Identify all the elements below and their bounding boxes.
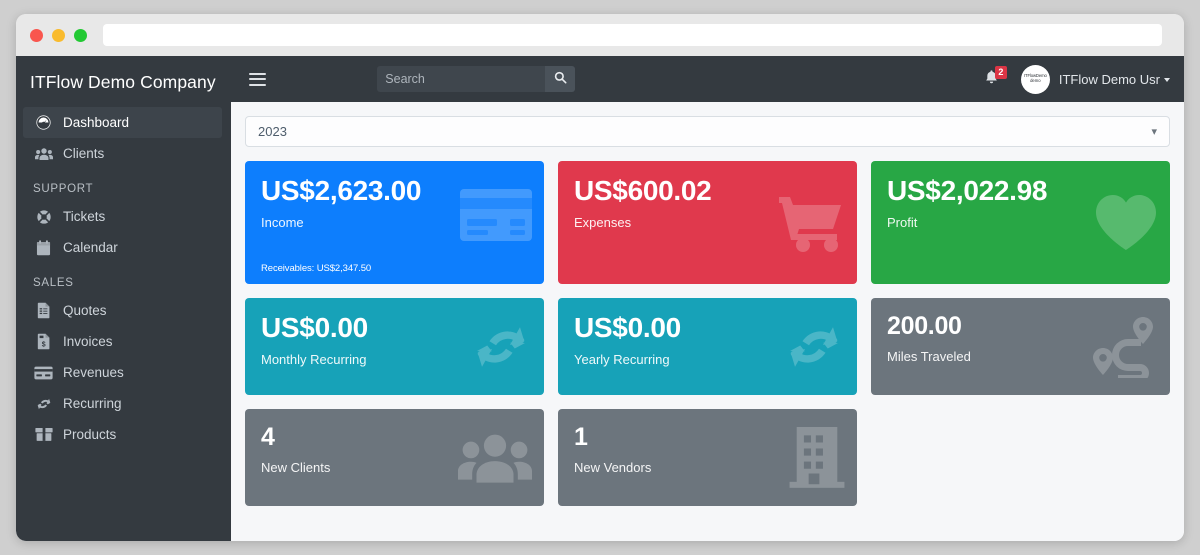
file-invoice-dollar-icon: $ bbox=[33, 333, 54, 350]
sidebar-item-recurring[interactable]: Recurring bbox=[16, 388, 231, 419]
sidebar-item-invoices[interactable]: $ Invoices bbox=[16, 326, 231, 357]
sidebar-item-products[interactable]: Products bbox=[16, 419, 231, 450]
browser-window: ITFlow Demo Company Dashboard bbox=[16, 14, 1184, 541]
file-quote-icon bbox=[33, 302, 54, 319]
topbar: 2 ITFlowDemo demo ITFlow Demo Usr bbox=[231, 56, 1184, 102]
stat-card-value: 4 bbox=[261, 423, 275, 451]
close-window-button[interactable] bbox=[30, 28, 43, 42]
chevron-down-icon: ▾ bbox=[1151, 126, 1157, 138]
hamburger-icon[interactable] bbox=[249, 72, 266, 86]
sidebar-section-sales: SALES bbox=[33, 277, 74, 289]
sidebar-item-label: Dashboard bbox=[63, 115, 130, 130]
stat-card-value: 1 bbox=[574, 423, 588, 451]
dashboard-content: 2023 ▾ US$2,623.00 Income Receivables: U… bbox=[231, 102, 1184, 541]
stat-card-income[interactable]: US$2,623.00 Income Receivables: US$2,347… bbox=[245, 161, 544, 284]
avatar-line-1: ITFlowDemo bbox=[1023, 73, 1047, 79]
stat-card-footer: Receivables: US$2,347.50 bbox=[261, 263, 372, 274]
stat-card-label: New Clients bbox=[261, 460, 331, 475]
stat-card-value: US$2,022.98 bbox=[887, 175, 1048, 206]
sidebar-item-tickets[interactable]: Tickets bbox=[16, 201, 231, 232]
sidebar-item-label: Revenues bbox=[63, 365, 124, 380]
stat-card-value: 200.00 bbox=[887, 312, 962, 340]
address-bar[interactable] bbox=[103, 24, 1162, 46]
box-icon bbox=[33, 427, 54, 443]
stat-card-grid: US$2,623.00 Income Receivables: US$2,347… bbox=[245, 161, 1170, 506]
stat-card-label: Expenses bbox=[574, 215, 632, 231]
browser-titlebar bbox=[16, 14, 1184, 56]
stat-card-value: US$0.00 bbox=[261, 312, 368, 343]
sync-arrows-icon bbox=[470, 317, 532, 377]
sidebar-item-dashboard[interactable]: Dashboard bbox=[23, 107, 222, 138]
sidebar-item-label: Invoices bbox=[63, 334, 113, 349]
user-menu[interactable]: ITFlow Demo Usr bbox=[1059, 72, 1170, 87]
notification-badge: 2 bbox=[994, 65, 1007, 79]
credit-card-icon bbox=[460, 189, 532, 242]
search-button[interactable] bbox=[545, 66, 576, 92]
sidebar-item-calendar[interactable]: Calendar bbox=[16, 232, 231, 263]
stat-card-label: Yearly Recurring bbox=[574, 352, 670, 368]
sidebar-section-support: SUPPORT bbox=[33, 183, 94, 195]
stat-card-new-clients[interactable]: 4 New Clients bbox=[245, 409, 544, 506]
application-root: ITFlow Demo Company Dashboard bbox=[16, 56, 1184, 541]
sidebar-item-label: Tickets bbox=[63, 209, 106, 224]
stat-card-label: Monthly Recurring bbox=[261, 352, 367, 368]
stat-card-value: US$0.00 bbox=[574, 312, 681, 343]
year-filter-value: 2023 bbox=[258, 124, 287, 139]
sidebar-item-label: Products bbox=[63, 427, 117, 442]
calendar-icon bbox=[33, 239, 54, 256]
stat-card-yearly-recurring[interactable]: US$0.00 Yearly Recurring bbox=[558, 298, 857, 395]
user-menu-label: ITFlow Demo Usr bbox=[1058, 71, 1160, 87]
sidebar-item-label: Recurring bbox=[63, 396, 122, 411]
minimize-window-button[interactable] bbox=[52, 28, 65, 42]
sync-arrows-icon bbox=[33, 396, 54, 412]
sidebar-item-label: Calendar bbox=[63, 240, 118, 255]
avatar[interactable]: ITFlowDemo demo bbox=[1020, 64, 1050, 94]
heart-icon bbox=[1094, 194, 1158, 252]
credit-card-icon bbox=[33, 365, 54, 381]
sidebar-item-revenues[interactable]: Revenues bbox=[16, 357, 231, 388]
stat-card-new-vendors[interactable]: 1 New Vendors bbox=[558, 409, 857, 506]
stat-card-label: Miles Traveled bbox=[887, 349, 971, 364]
notifications-button[interactable]: 2 bbox=[984, 65, 1007, 90]
stat-card-value: US$2,623.00 bbox=[261, 175, 422, 206]
stat-card-label: Profit bbox=[887, 215, 918, 231]
route-map-icon bbox=[1088, 316, 1158, 378]
avatar-line-2: demo bbox=[1030, 78, 1041, 83]
stat-card-profit[interactable]: US$2,022.98 Profit bbox=[871, 161, 1170, 284]
users-icon bbox=[458, 430, 532, 486]
life-ring-icon bbox=[33, 209, 54, 225]
sidebar: ITFlow Demo Company Dashboard bbox=[16, 56, 231, 541]
brand-title: ITFlow Demo Company bbox=[30, 72, 216, 92]
users-icon bbox=[33, 146, 54, 162]
stat-card-label: Income bbox=[261, 215, 304, 231]
shopping-cart-icon bbox=[779, 193, 845, 253]
stat-card-expenses[interactable]: US$600.02 Expenses bbox=[558, 161, 857, 284]
sidebar-item-clients[interactable]: Clients bbox=[16, 138, 231, 169]
sidebar-item-label: Clients bbox=[63, 146, 105, 161]
sidebar-item-label: Quotes bbox=[63, 303, 107, 318]
stat-card-label: New Vendors bbox=[574, 460, 652, 475]
main-area: 2 ITFlowDemo demo ITFlow Demo Usr 2023 ▾ bbox=[231, 56, 1184, 541]
maximize-window-button[interactable] bbox=[74, 28, 87, 42]
svg-text:$: $ bbox=[41, 341, 45, 348]
year-filter-select[interactable]: 2023 ▾ bbox=[245, 116, 1170, 147]
stat-card-monthly-recurring[interactable]: US$0.00 Monthly Recurring bbox=[245, 298, 544, 395]
sync-arrows-icon bbox=[783, 317, 845, 377]
dashboard-gauge-icon bbox=[33, 115, 54, 131]
stat-card-value: US$600.02 bbox=[574, 175, 712, 206]
building-icon bbox=[789, 426, 845, 489]
sidebar-item-quotes[interactable]: Quotes bbox=[16, 295, 231, 326]
chevron-down-icon bbox=[1163, 78, 1170, 83]
search-input[interactable] bbox=[377, 66, 546, 92]
search-icon bbox=[554, 71, 567, 87]
stat-card-miles-traveled[interactable]: 200.00 Miles Traveled bbox=[871, 298, 1170, 395]
topbar-right-group: 2 ITFlowDemo demo ITFlow Demo Usr bbox=[984, 64, 1170, 94]
search-form bbox=[377, 66, 576, 92]
bell-icon bbox=[984, 69, 999, 90]
window-controls bbox=[30, 28, 87, 42]
